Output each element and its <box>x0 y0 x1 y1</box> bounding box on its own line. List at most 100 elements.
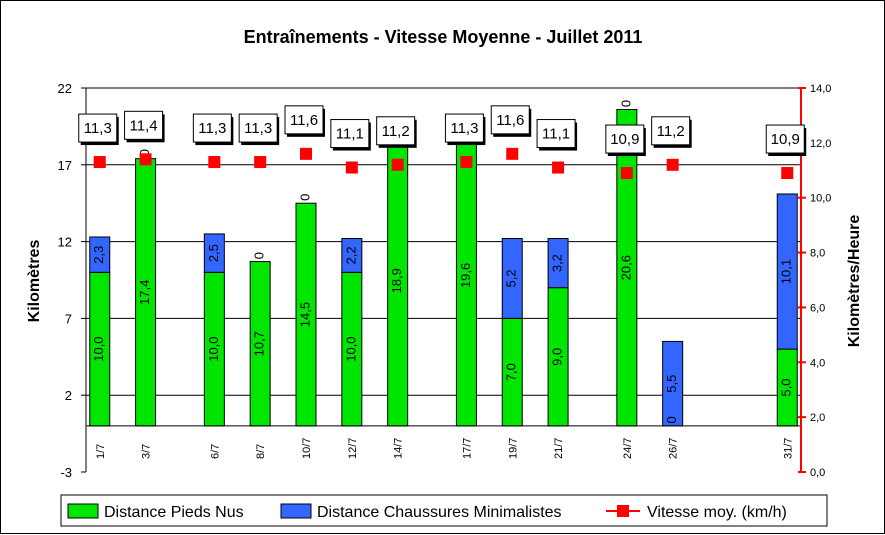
bar-label-chaussures: 0 <box>137 149 152 156</box>
y2-tick-label: 10,0 <box>810 193 831 205</box>
y2-tick-label: 4,0 <box>810 357 825 369</box>
speed-marker <box>208 156 221 169</box>
bar-label-pieds-nus: 0 <box>664 416 679 423</box>
speed-label-box <box>444 113 484 143</box>
legend-swatch-pieds-nus <box>67 503 99 519</box>
x-tick-label: 3/7 <box>141 444 153 459</box>
bar-label-chaussures: 3,2 <box>550 254 565 272</box>
bar-chaussures-minimalistes <box>341 238 363 273</box>
bar-chaussures-minimalistes <box>776 193 798 350</box>
x-tick-label: 12/7 <box>347 438 359 459</box>
bar-label-pieds-nus: 18,9 <box>389 268 404 293</box>
x-tick-label: 1/7 <box>95 444 107 459</box>
bar-label-pieds-nus: 10,0 <box>206 336 221 361</box>
x-tick-label: 31/7 <box>782 438 794 459</box>
y-tick-label: -3 <box>60 465 72 480</box>
speed-label-box <box>192 113 232 143</box>
x-tick-label: 19/7 <box>507 438 519 459</box>
bar-label-chaussures: 2,5 <box>206 244 221 262</box>
speed-label-box <box>490 105 530 135</box>
bar-label-chaussures: 0 <box>252 252 267 259</box>
legend-label-chaussures: Distance Chaussures Minimalistes <box>317 504 562 521</box>
speed-marker <box>300 147 312 160</box>
x-tick-label: 14/7 <box>393 438 405 459</box>
legend-box <box>60 494 828 527</box>
bars: 10,0 2,3 17,4 0 10,0 2,5 10,7 0 14,5 0 10,0 2,2 18,9… <box>89 100 798 427</box>
axes: -3 2 7 12 17 22 0,0 2,0 4,0 6,0 8,0 10,0 12,0 14,0 <box>58 81 832 480</box>
speed-marker <box>506 147 519 160</box>
speed-label: 11,2 <box>657 123 685 140</box>
speed-marker <box>345 161 358 174</box>
y2-tick-label: 14,0 <box>810 83 831 95</box>
bar-label-chaussures: 2,2 <box>343 246 358 264</box>
x-tick-label: 6/7 <box>209 444 221 459</box>
x-tick-label: 10/7 <box>301 438 313 459</box>
speed-marker <box>391 158 404 171</box>
bar-label-chaussures: 10,1 <box>779 259 794 284</box>
speed-marker <box>781 167 794 180</box>
speed-marker <box>139 153 152 166</box>
speed-marker <box>552 161 565 174</box>
y2-tick-label: 8,0 <box>810 248 825 260</box>
x-tick-label: 24/7 <box>622 438 634 459</box>
bar-label-chaussures: 5,5 <box>664 375 679 393</box>
speed-marker <box>93 156 106 169</box>
bar-chaussures-minimalistes <box>547 238 569 289</box>
bar-label-chaussures: 5,2 <box>504 269 519 287</box>
legend-label-vitesse: Vitesse moy. (km/h) <box>647 504 787 521</box>
speed-label-box <box>284 105 324 135</box>
speed-label-box <box>124 110 164 140</box>
speed-label: 11,3 <box>84 120 112 137</box>
speed-label-box <box>330 119 370 149</box>
bar-chaussures-minimalistes <box>203 233 225 273</box>
speed-marker <box>620 167 633 180</box>
speed-label-box <box>78 113 118 143</box>
speed-label: 11,3 <box>450 120 478 137</box>
bar-chaussures-minimalistes <box>89 236 111 273</box>
bar-label-chaussures: 0 <box>618 100 633 107</box>
bar-label-pieds-nus: 20,6 <box>618 255 633 280</box>
legend-label-pieds-nus: Distance Pieds Nus <box>104 504 244 521</box>
bar-label-pieds-nus: 5,0 <box>779 378 794 396</box>
speed-marker <box>254 156 267 169</box>
bar-label-pieds-nus: 7,0 <box>504 363 519 381</box>
y2-tick-label: 12,0 <box>810 138 831 150</box>
bar-label-pieds-nus: 10,0 <box>343 336 358 361</box>
chart-title: Entraînements - Vitesse Moyenne - Juille… <box>244 27 643 47</box>
y-tick-label: 2 <box>65 388 72 403</box>
speed-label: 11,6 <box>496 112 524 129</box>
speed-label: 11,6 <box>290 112 318 129</box>
legend-marker-vitesse <box>617 505 629 517</box>
speed-label: 11,3 <box>244 120 272 137</box>
bar-label-pieds-nus: 14,5 <box>297 302 312 327</box>
x-tick-label: 26/7 <box>668 438 680 459</box>
y2-tick-label: 2,0 <box>810 412 825 424</box>
y-axis-title: Kilomètres <box>26 240 43 323</box>
speed-label: 10,9 <box>610 131 639 148</box>
y2-tick-label: 6,0 <box>810 302 825 314</box>
speed-label: 11,1 <box>336 126 364 143</box>
speed-marker <box>460 156 473 169</box>
bar-label-pieds-nus: 9,0 <box>550 348 565 366</box>
speed-series: 11,3 11,4 11,3 11,3 11,6 11,1 11,2 11,3 11,6 11,1… <box>78 105 807 180</box>
y-tick-label: 22 <box>58 81 72 96</box>
speed-label-box <box>765 124 805 154</box>
speed-label: 11,4 <box>130 117 158 134</box>
x-tick-label: 17/7 <box>461 438 473 459</box>
bar-label-pieds-nus: 19,6 <box>458 263 473 288</box>
bar-label-pieds-nus: 10,7 <box>252 331 267 356</box>
bar-label-chaussures: 2,3 <box>91 246 106 264</box>
x-tick-label: 8/7 <box>255 444 267 459</box>
bar-label-pieds-nus: 17,4 <box>137 280 152 305</box>
legend: Distance Pieds Nus Distance Chaussures Mi… <box>60 494 828 527</box>
speed-label: 11,1 <box>542 126 570 143</box>
bar-chaussures-minimalistes <box>501 238 523 319</box>
speed-label: 10,9 <box>771 131 800 148</box>
x-tick-label: 21/7 <box>553 438 565 459</box>
legend-swatch-chaussures <box>280 503 312 519</box>
speed-label: 11,2 <box>382 123 410 140</box>
y-tick-label: 17 <box>58 158 72 173</box>
speed-label-box <box>536 119 576 149</box>
